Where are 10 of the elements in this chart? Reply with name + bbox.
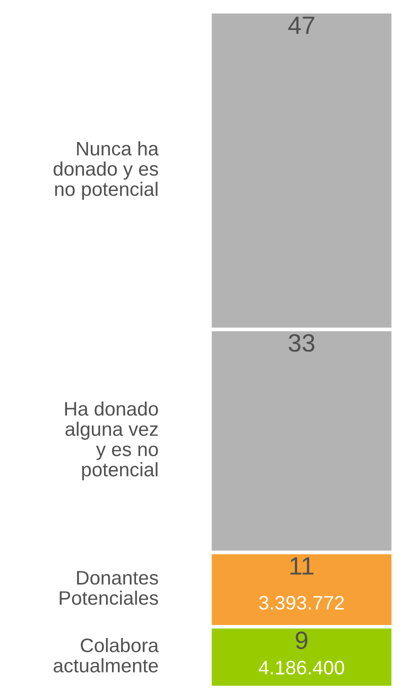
annotation: 4.186.400 — [258, 660, 344, 675]
data-label: 47 — [288, 16, 314, 34]
text: Colabora actualmente — [54, 638, 159, 672]
data-label: 33 — [288, 334, 314, 352]
text: Ha donado alguna vez y es no potencial — [65, 401, 158, 480]
data-label: 11 — [290, 557, 314, 575]
data-label: 9 — [296, 631, 308, 650]
text: Donantes Potenciales — [60, 571, 158, 605]
text: Nunca ha donado y es no potencial — [54, 141, 159, 200]
annotation: 3.393.772 — [259, 596, 344, 610]
